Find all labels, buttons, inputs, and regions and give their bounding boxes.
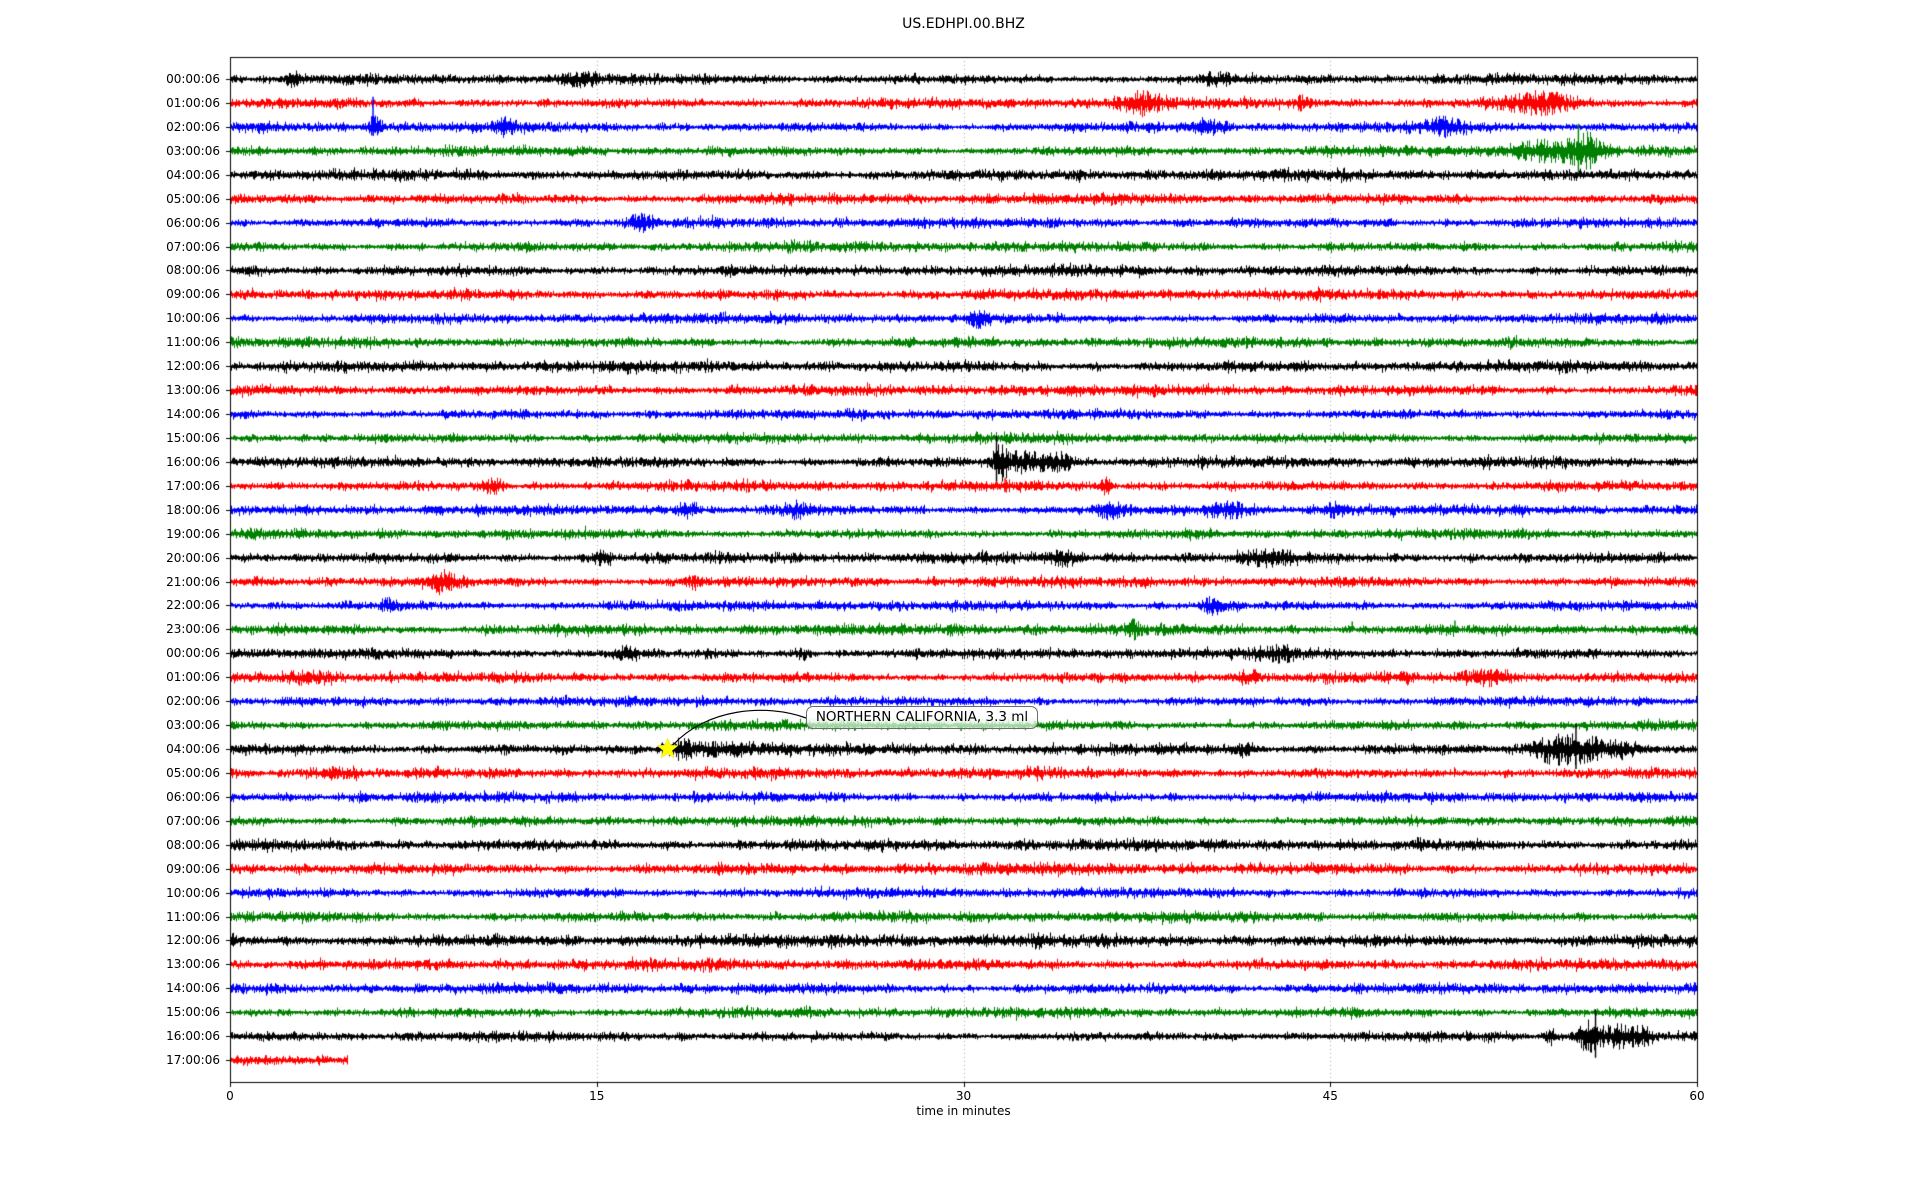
y-tick-label: 01:00:06	[166, 95, 220, 110]
y-tick-label: 14:00:06	[166, 407, 220, 422]
y-tick-label: 02:00:06	[166, 119, 220, 134]
y-tick-label: 07:00:06	[166, 239, 220, 254]
y-tick-label: 06:00:06	[166, 789, 220, 804]
y-tick-label: 23:00:06	[166, 622, 220, 637]
y-tick-label: 04:00:06	[166, 167, 220, 182]
y-tick-label: 14:00:06	[166, 981, 220, 996]
y-tick-label: 13:00:06	[166, 957, 220, 972]
y-tick-label: 18:00:06	[166, 502, 220, 517]
y-tick-label: 15:00:06	[166, 430, 220, 445]
y-tick-label: 10:00:06	[166, 885, 220, 900]
y-tick-label: 10:00:06	[166, 311, 220, 326]
y-tick-label: 20:00:06	[166, 550, 220, 565]
y-tick-label: 03:00:06	[166, 143, 220, 158]
y-tick-label: 07:00:06	[166, 813, 220, 828]
x-tick-label: 45	[1322, 1089, 1338, 1103]
y-tick-label: 06:00:06	[166, 215, 220, 230]
y-tick-label: 17:00:06	[166, 1053, 220, 1068]
y-tick-label: 08:00:06	[166, 263, 220, 278]
y-tick-label: 12:00:06	[166, 933, 220, 948]
y-tick-label: 21:00:06	[166, 574, 220, 589]
x-tick-label: 0	[226, 1089, 234, 1103]
y-tick-label: 09:00:06	[166, 287, 220, 302]
y-tick-label: 08:00:06	[166, 837, 220, 852]
y-tick-label: 00:00:06	[166, 72, 220, 86]
y-tick-label: 05:00:06	[166, 191, 220, 206]
x-tick-label: 15	[589, 1089, 605, 1103]
y-tick-label: 01:00:06	[166, 670, 220, 685]
y-tick-label: 11:00:06	[166, 909, 220, 924]
event-annotation: NORTHERN CALIFORNIA, 3.3 ml	[806, 706, 1038, 729]
y-tick-label: 17:00:06	[166, 478, 220, 493]
x-tick-label: 30	[955, 1089, 972, 1103]
x-axis-title: time in minutes	[916, 1104, 1011, 1118]
y-tick-label: 00:00:06	[166, 646, 220, 661]
y-tick-label: 02:00:06	[166, 694, 220, 709]
y-tick-label: 16:00:06	[166, 1029, 220, 1044]
y-tick-label: 05:00:06	[166, 765, 220, 780]
y-tick-label: 12:00:06	[166, 359, 220, 374]
y-tick-label: 04:00:06	[166, 742, 220, 757]
y-tick-label: 03:00:06	[166, 718, 220, 733]
chart-title: US.EDHPI.00.BHZ	[902, 16, 1025, 32]
y-tick-label: 09:00:06	[166, 861, 220, 876]
y-tick-label: 15:00:06	[166, 1005, 220, 1020]
y-tick-label: 11:00:06	[166, 335, 220, 350]
y-tick-label: 16:00:06	[166, 454, 220, 469]
x-tick-label: 60	[1689, 1089, 1705, 1103]
y-tick-label: 19:00:06	[166, 526, 220, 541]
y-tick-label: 22:00:06	[166, 598, 220, 613]
y-tick-label: 13:00:06	[166, 383, 220, 398]
